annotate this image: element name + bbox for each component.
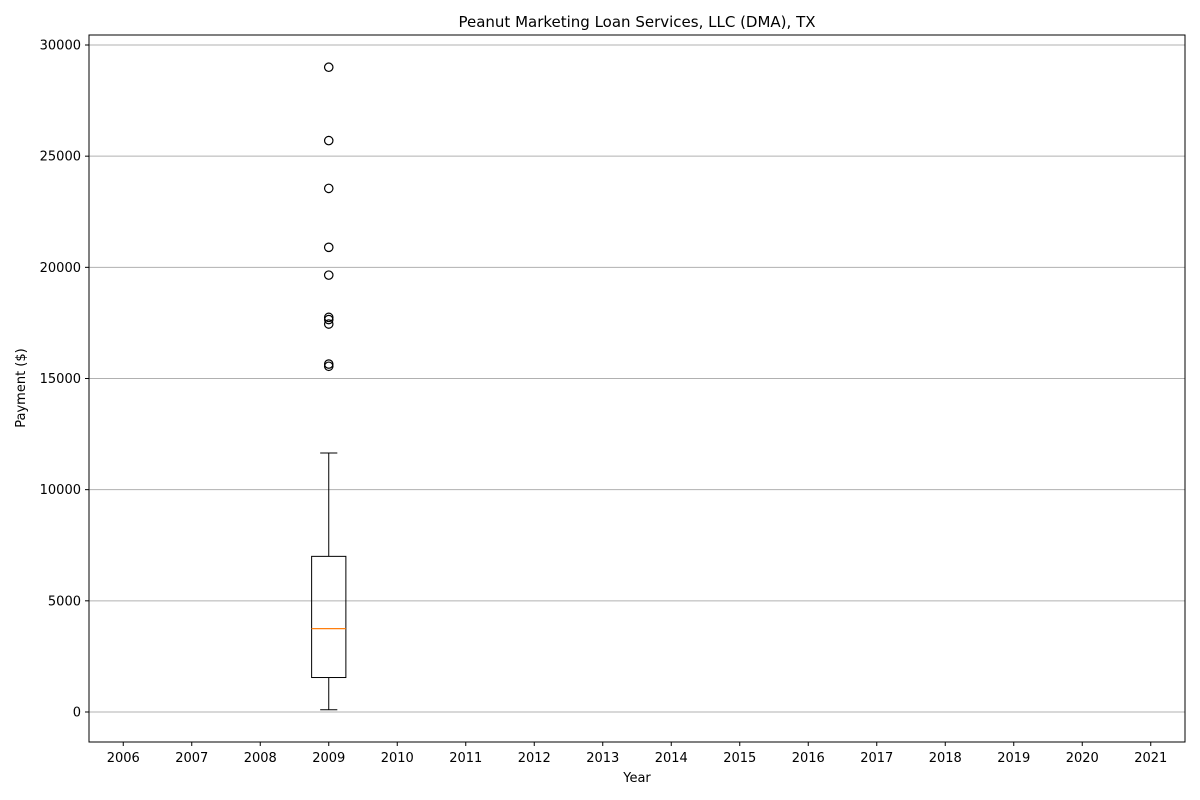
x-tick-label: 2010 bbox=[381, 751, 414, 766]
y-axis-title: Payment ($) bbox=[14, 348, 29, 427]
x-axis: 2006 2007 2008 2009 2010 2011 2012 2013 2014 2015… bbox=[107, 742, 1167, 766]
outlier-point bbox=[323, 62, 334, 73]
x-axis-title: Year bbox=[622, 771, 651, 786]
box-series bbox=[311, 62, 347, 711]
x-tick-label: 2012 bbox=[518, 751, 551, 766]
grid-lines bbox=[89, 44, 1185, 713]
x-tick-label: 2013 bbox=[586, 751, 619, 766]
x-tick-label: 2007 bbox=[175, 751, 208, 766]
x-tick-label: 2021 bbox=[1134, 751, 1167, 766]
y-axis: 0 5000 10000 15000 20000 25000 30000 bbox=[40, 39, 89, 720]
x-tick-label: 2006 bbox=[107, 751, 140, 766]
y-tick-label: 15000 bbox=[40, 372, 81, 387]
x-tick-label: 2009 bbox=[312, 751, 345, 766]
y-tick-label: 25000 bbox=[40, 150, 81, 165]
outlier-point bbox=[323, 270, 334, 280]
y-tick-label: 20000 bbox=[40, 261, 81, 276]
x-tick-label: 2015 bbox=[723, 751, 756, 766]
x-tick-label: 2014 bbox=[655, 751, 688, 766]
x-tick-label: 2011 bbox=[449, 751, 482, 766]
box-2009 bbox=[311, 62, 347, 711]
x-tick-label: 2020 bbox=[1066, 751, 1099, 766]
y-tick-label: 30000 bbox=[40, 39, 81, 54]
x-tick-label: 2017 bbox=[860, 751, 893, 766]
x-tick-label: 2018 bbox=[929, 751, 962, 766]
box-iqr bbox=[311, 555, 347, 679]
outlier-point bbox=[323, 135, 334, 146]
x-tick-label: 2019 bbox=[997, 751, 1030, 766]
outlier-point bbox=[323, 319, 334, 329]
y-tick-label: 10000 bbox=[40, 483, 81, 498]
outlier-point bbox=[323, 359, 334, 369]
x-tick-label: 2008 bbox=[244, 751, 277, 766]
x-tick-label: 2016 bbox=[792, 751, 825, 766]
outlier-point bbox=[323, 242, 334, 253]
chart-title: Peanut Marketing Loan Services, LLC (DMA… bbox=[458, 13, 815, 31]
plot-area-frame bbox=[88, 34, 1186, 743]
y-tick-label: 0 bbox=[73, 705, 81, 720]
outlier-point bbox=[323, 183, 334, 194]
y-tick-label: 5000 bbox=[48, 594, 81, 609]
outlier-point bbox=[323, 312, 334, 323]
